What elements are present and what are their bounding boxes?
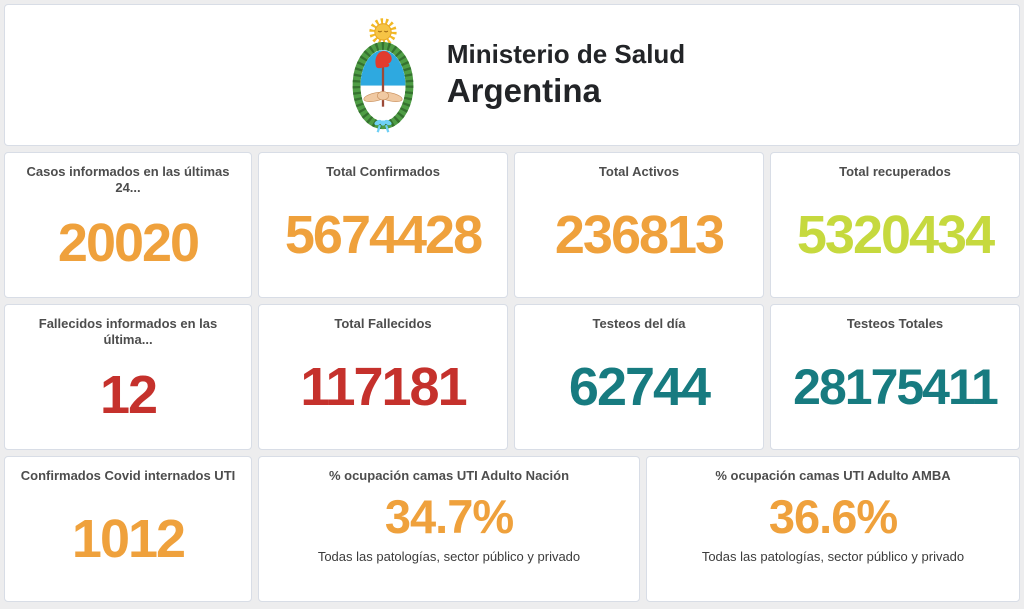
scorecard-value: 20020 <box>57 212 200 273</box>
scorecard-total-recuperados: Total recuperados 5320434 <box>770 152 1020 298</box>
scorecard-casos-24h: Casos informados en las últimas 24... 20… <box>4 152 252 298</box>
brand-text: Ministerio de Salud Argentina <box>446 39 686 110</box>
scorecard-value: 236813 <box>554 204 725 265</box>
scorecard-title: Total Fallecidos <box>334 316 432 331</box>
scorecard-fallecidos-24h: Fallecidos informados en las última... 1… <box>4 304 252 450</box>
scorecard-value: 28175411 <box>793 358 999 415</box>
scorecard-title: Testeos Totales <box>846 316 944 331</box>
scorecard-title: Testeos del día <box>592 316 686 331</box>
header: Ministerio de Salud Argentina <box>4 4 1020 146</box>
scorecard-title: % ocupación camas UTI Adulto Nación <box>328 468 570 483</box>
scorecard-value: 12 <box>99 364 158 425</box>
scorecard-title: Casos informados en las últimas 24... <box>26 164 230 196</box>
scorecard-value: 5320434 <box>796 204 995 265</box>
scorecard-title: Total Confirmados <box>326 164 440 179</box>
scorecard-row-3: Confirmados Covid internados UTI 1012 % … <box>4 456 1020 602</box>
country-title: Argentina <box>446 72 601 110</box>
scorecard-subtitle: Todas las patologías, sector público y p… <box>317 549 581 565</box>
scorecard-uti-nacion: % ocupación camas UTI Adulto Nación 34.7… <box>258 456 640 602</box>
scorecard-row-2: Fallecidos informados en las última... 1… <box>4 304 1020 450</box>
scorecard-testeos-totales: Testeos Totales 28175411 <box>770 304 1020 450</box>
scorecard-value: 117181 <box>300 356 467 417</box>
scorecard-value: 36.6% <box>768 490 898 544</box>
scorecard-row-1: Casos informados en las últimas 24... 20… <box>4 152 1020 298</box>
ministry-title: Ministerio de Salud <box>446 39 686 70</box>
argentina-coat-of-arms-icon <box>339 9 427 141</box>
scorecard-title: % ocupación camas UTI Adulto AMBA <box>715 468 951 483</box>
scorecard-title: Total Activos <box>598 164 680 179</box>
scorecard-value: 1012 <box>71 508 186 569</box>
scorecard-value: 34.7% <box>384 490 514 544</box>
scorecard-uti-internados: Confirmados Covid internados UTI 1012 <box>4 456 252 602</box>
scorecard-value: 62744 <box>568 356 711 417</box>
scorecard-subtitle: Todas las patologías, sector público y p… <box>701 549 965 565</box>
scorecard-title: Confirmados Covid internados UTI <box>20 468 236 483</box>
scorecard-title: Fallecidos informados en las última... <box>38 316 218 348</box>
scorecard-total-fallecidos: Total Fallecidos 117181 <box>258 304 508 450</box>
scorecard-total-confirmados: Total Confirmados 5674428 <box>258 152 508 298</box>
scorecard-total-activos: Total Activos 236813 <box>514 152 764 298</box>
scorecard-title: Total recuperados <box>839 164 951 179</box>
scorecard-value: 5674428 <box>284 204 483 265</box>
scorecard-testeos-dia: Testeos del día 62744 <box>514 304 764 450</box>
scorecard-uti-amba: % ocupación camas UTI Adulto AMBA 36.6% … <box>646 456 1020 602</box>
